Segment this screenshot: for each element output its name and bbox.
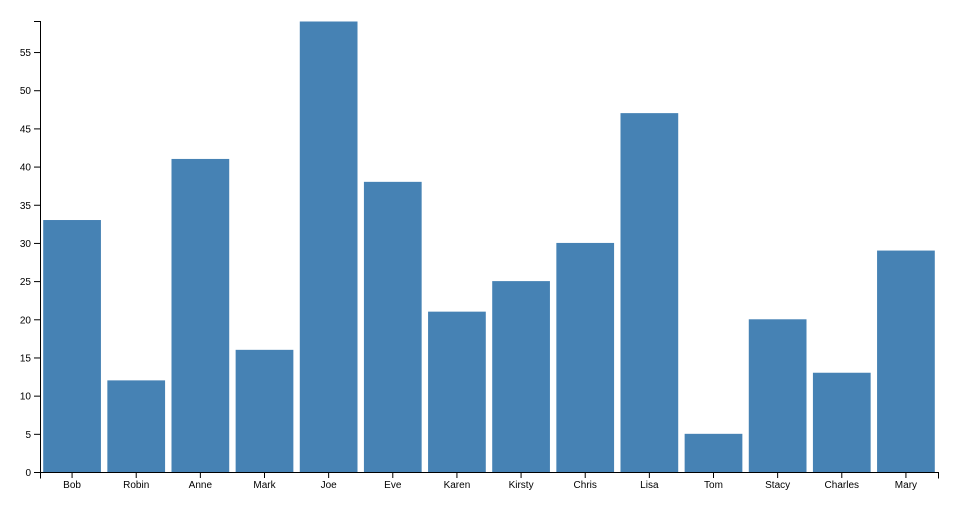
x-tick-label: Joe	[321, 480, 338, 491]
x-tick-label: Robin	[123, 480, 149, 491]
x-tick-label: Tom	[704, 480, 723, 491]
bar	[556, 242, 615, 472]
bar	[748, 319, 807, 472]
y-tick-label: 30	[20, 239, 32, 250]
bar	[492, 281, 550, 472]
bar	[877, 250, 935, 472]
bar	[43, 220, 101, 472]
x-tick-label: Charles	[825, 480, 859, 491]
bar	[620, 113, 679, 472]
bar	[107, 380, 166, 472]
y-tick-label: 20	[20, 315, 32, 326]
y-tick-label: 0	[25, 468, 31, 479]
y-tick-label: 55	[20, 48, 32, 59]
y-tick-label: 40	[20, 163, 32, 174]
y-tick-label: 45	[20, 124, 32, 135]
x-tick-label: Eve	[384, 480, 402, 491]
bar	[235, 349, 294, 472]
x-tick-label: Chris	[574, 480, 597, 491]
bar	[363, 181, 422, 472]
x-axis	[40, 472, 939, 479]
bar	[299, 21, 358, 472]
x-tick-label: Karen	[444, 480, 471, 491]
y-tick-label: 10	[20, 392, 32, 403]
bar	[684, 433, 743, 472]
x-tick-label: Mark	[253, 480, 276, 491]
y-tick-label: 25	[20, 277, 32, 288]
bar	[812, 372, 871, 472]
x-tick-label: Kirsty	[509, 480, 534, 491]
bar	[428, 311, 486, 472]
y-tick-label: 5	[25, 430, 31, 441]
y-tick-label: 50	[20, 86, 32, 97]
bar	[171, 158, 230, 472]
y-tick-label: 35	[20, 201, 32, 212]
x-tick-label: Anne	[189, 480, 213, 491]
x-tick-label: Stacy	[765, 480, 790, 491]
x-tick-label: Mary	[895, 480, 917, 491]
x-tick-label: Bob	[63, 480, 81, 491]
x-tick-label: Lisa	[640, 480, 659, 491]
y-axis	[34, 21, 41, 473]
y-tick-label: 15	[20, 353, 32, 364]
